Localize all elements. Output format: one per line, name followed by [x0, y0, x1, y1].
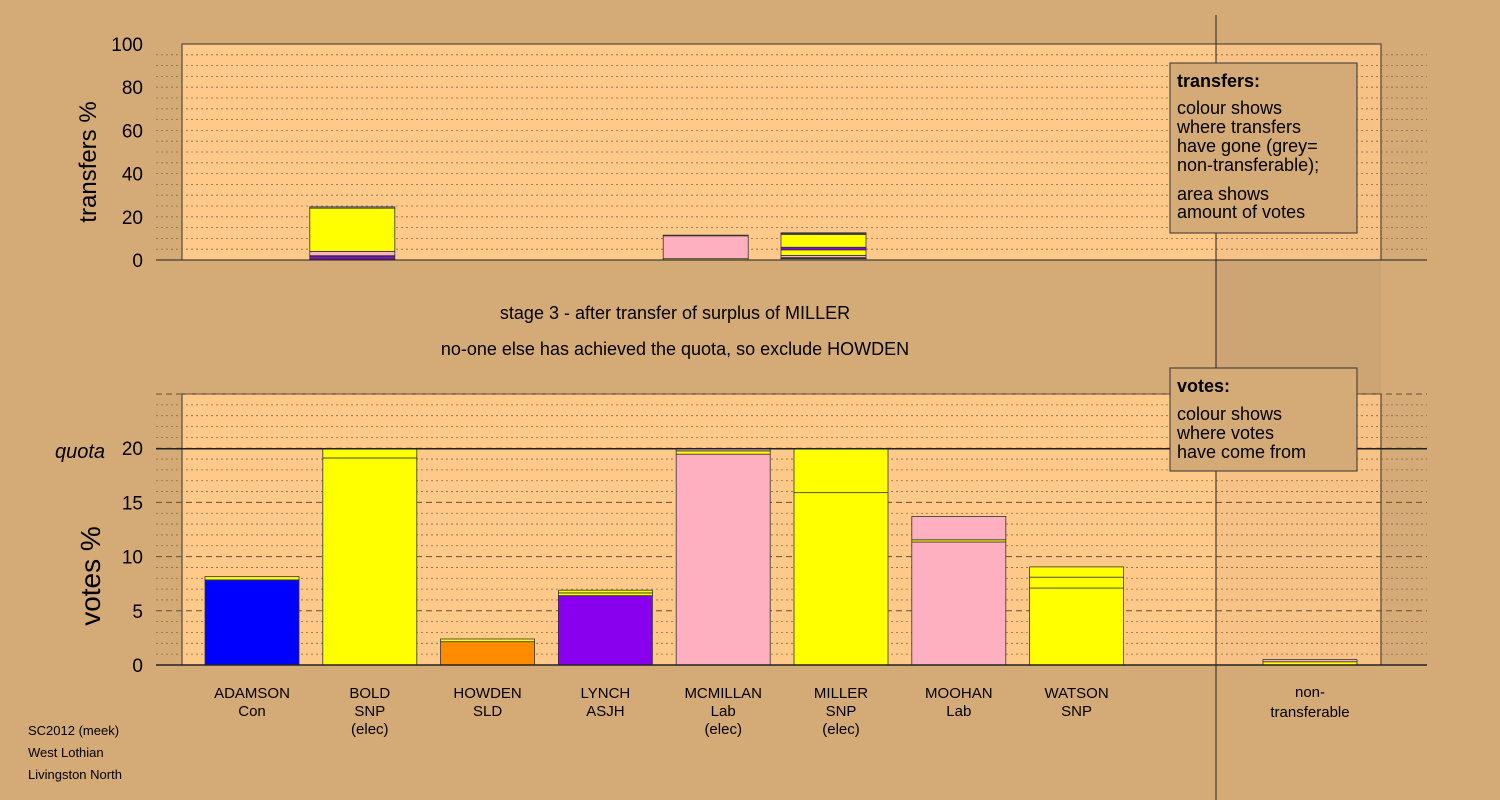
transfer-bar-miller [780, 232, 867, 261]
votes-legend: votes: colour shows where votes have com… [1169, 367, 1358, 472]
votes-legend-line: where votes [1176, 423, 1274, 443]
y-tick-label: 0 [132, 656, 143, 677]
candidate-label: BOLD [349, 685, 390, 702]
candidate-label: SNP [826, 703, 857, 720]
candidate-label: HOWDEN [453, 685, 521, 702]
transfer-bar-bold [309, 206, 396, 261]
footer-election: SC2012 (meek) [28, 723, 119, 738]
candidate-label: SNP [1061, 703, 1092, 720]
vote-bar-howden [440, 638, 536, 666]
transfers-legend-line: amount of votes [1177, 202, 1305, 222]
candidate-label: LYNCH [581, 685, 631, 702]
transfer-bar-segment [662, 235, 749, 260]
vote-bar-segment [1029, 587, 1124, 666]
vote-bar-lynch [558, 589, 653, 666]
nontransferable-label: non- [1295, 684, 1325, 701]
transfers-legend-line: where transfers [1176, 117, 1301, 137]
nontransferable-label: transferable [1270, 704, 1349, 721]
vote-bar-segment [322, 457, 418, 666]
votes-y-ticks: 0 5 10 15 20 [122, 439, 143, 677]
vote-bar-segment [204, 579, 300, 666]
vote-bar-segment [1262, 659, 1358, 663]
vote-bar-nontransferable [1262, 659, 1358, 666]
vote-bar-watson [1029, 566, 1124, 666]
candidate-label: (elec) [704, 721, 742, 738]
votes-legend-line: colour shows [1177, 404, 1282, 424]
transfer-bar-segment [780, 234, 867, 248]
y-tick-label: 20 [122, 439, 143, 460]
candidate-label: SLD [473, 703, 502, 720]
vote-bar-segment [440, 638, 536, 643]
vote-bar-segment [204, 576, 300, 581]
vote-bar-segment [793, 492, 889, 666]
stage-subtitle: no-one else has achieved the quota, so e… [441, 339, 909, 359]
footer-council: West Lothian [28, 745, 104, 760]
transfers-axis-label: transfers % [75, 101, 102, 222]
votes-legend-title: votes: [1177, 376, 1230, 396]
votes-axis-label: votes % [75, 526, 106, 626]
y-tick-label: 5 [132, 602, 143, 623]
transfer-bar-segment [780, 249, 867, 256]
vote-bar-segment [675, 453, 771, 666]
y-tick-label: 40 [122, 165, 143, 186]
candidate-label: Con [238, 703, 266, 720]
stage-title: stage 3 - after transfer of surplus of M… [500, 303, 850, 323]
transfer-bar-segment [309, 206, 396, 209]
candidate-label: MOOHAN [925, 685, 993, 702]
votes-legend-line: have come from [1177, 442, 1306, 462]
vote-bar-segment [793, 448, 889, 494]
vote-bar-segment [911, 516, 1007, 541]
quota-label: quota [55, 441, 105, 463]
vote-bar-segment [675, 450, 771, 455]
vote-bar-moohan [911, 516, 1007, 666]
transfer-bar-segment [309, 207, 396, 252]
candidate-label: ADAMSON [214, 685, 290, 702]
vote-bar-segment [558, 595, 653, 666]
vote-bar-mcmillan [675, 448, 771, 666]
votes-bars [204, 448, 1358, 666]
y-tick-label: 10 [122, 548, 143, 569]
footer-ward: Livingston North [28, 767, 122, 782]
vote-bar-segment [558, 589, 653, 594]
transfers-legend: transfers: colour shows where transfers … [1169, 62, 1358, 234]
y-tick-label: 60 [122, 121, 143, 142]
vote-bar-segment [558, 592, 653, 597]
candidate-labels: ADAMSONConBOLDSNP(elec)HOWDENSLDLYNCHASJ… [214, 685, 1109, 738]
transfers-legend-line: colour shows [1177, 98, 1282, 118]
transfer-bar-segment [309, 250, 396, 257]
transfer-bar-segment [780, 232, 867, 234]
vote-bar-segment [1029, 576, 1124, 589]
transfer-bar-segment [662, 234, 749, 237]
y-tick-label: 0 [132, 251, 143, 272]
transfers-y-ticks: 0 20 40 60 80 100 [111, 35, 143, 272]
vote-bar-adamson [204, 576, 300, 666]
candidate-label: SNP [354, 703, 385, 720]
vote-bar-bold [322, 448, 418, 666]
vote-bar-segment [322, 448, 418, 459]
vote-bar-miller [793, 448, 889, 666]
y-tick-label: 80 [122, 78, 143, 99]
candidate-label: WATSON [1045, 685, 1109, 702]
transfers-bars [309, 206, 867, 261]
y-tick-label: 20 [122, 208, 143, 229]
y-tick-label: 100 [111, 35, 143, 56]
candidate-label: MILLER [814, 685, 868, 702]
transfers-legend-title: transfers: [1177, 71, 1260, 91]
candidate-label: Lab [946, 703, 971, 720]
candidate-label: (elec) [351, 721, 389, 738]
candidate-label: Lab [711, 703, 736, 720]
vote-bar-segment [440, 641, 536, 666]
transfers-legend-line: area shows [1177, 184, 1269, 204]
transfers-legend-line: non-transferable); [1177, 155, 1319, 175]
y-tick-label: 15 [122, 493, 143, 514]
candidate-label: MCMILLAN [684, 685, 762, 702]
transfers-legend-line: have gone (grey= [1177, 136, 1318, 156]
transfer-bar-mcmillan [662, 234, 749, 261]
candidate-label: ASJH [586, 703, 624, 720]
vote-bar-segment [911, 541, 1007, 666]
candidate-label: (elec) [822, 721, 860, 738]
vote-bar-segment [1029, 566, 1124, 578]
